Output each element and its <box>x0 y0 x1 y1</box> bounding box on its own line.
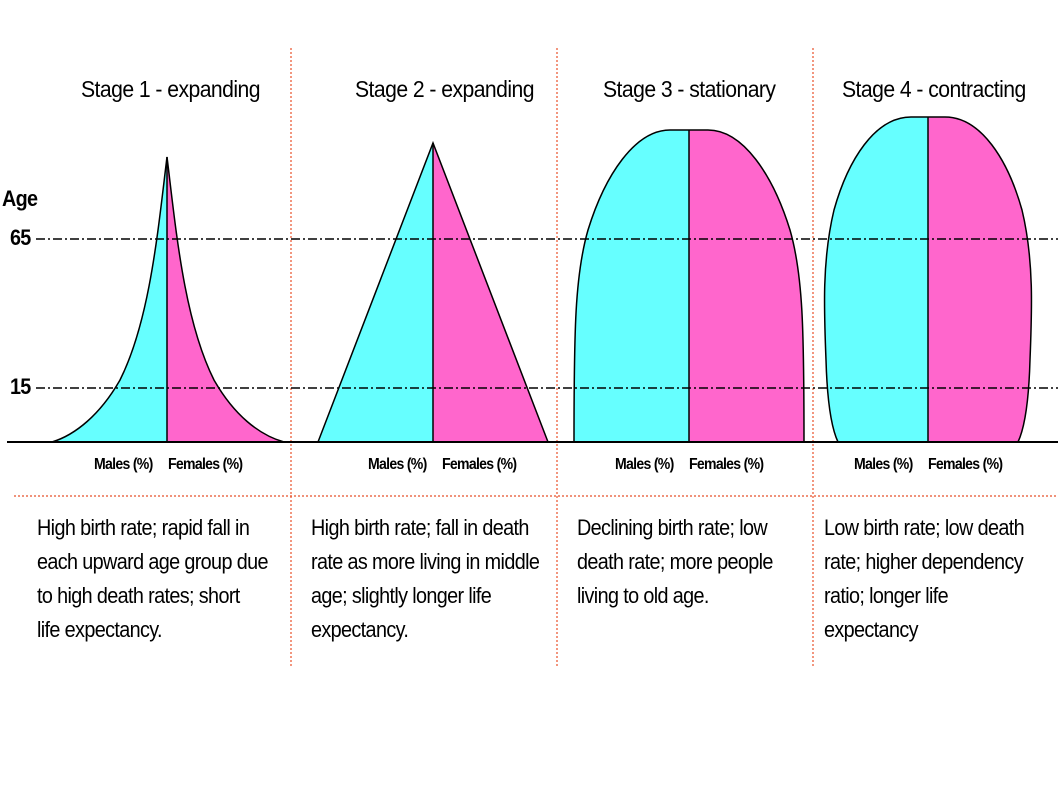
description-line: age; slightly longer life <box>311 583 492 608</box>
stage-3-females-area <box>689 130 804 442</box>
description-line: each upward age group due <box>37 549 268 574</box>
stage-2-females-label: Females (%) <box>442 456 517 473</box>
stage-3-females-label: Females (%) <box>689 456 764 473</box>
description-line: expectancy. <box>311 617 409 642</box>
stage-2-title: Stage 2 - expanding <box>355 76 534 102</box>
stage-3-title: Stage 3 - stationary <box>603 76 776 102</box>
stage-1-females-label: Females (%) <box>168 456 243 473</box>
description-line: Declining birth rate; low <box>577 515 768 540</box>
description-line: High birth rate; rapid fall in <box>37 515 250 540</box>
description-line: to high death rates; short <box>37 583 240 608</box>
stage-2-description: High birth rate; fall in death rate as m… <box>311 511 540 647</box>
stage-2-males-label: Males (%) <box>368 456 427 473</box>
stage-1-pyramid <box>51 156 285 443</box>
stage-2-pyramid <box>317 140 549 443</box>
stage-1-males-label: Males (%) <box>94 456 153 473</box>
stage-3-description: Declining birth rate; low death rate; mo… <box>577 511 773 613</box>
description-line: living to old age. <box>577 583 709 608</box>
age-65-tick: 65 <box>10 225 31 250</box>
y-axis-label: Age <box>2 186 38 211</box>
description-line: death rate; more people <box>577 549 773 574</box>
stage-4-description: Low birth rate; low death rate; higher d… <box>824 511 1035 647</box>
description-line: rate as more living in middle <box>311 549 540 574</box>
stage-1-title: Stage 1 - expanding <box>81 76 260 102</box>
stage-1-description: High birth rate; rapid fall in each upwa… <box>37 511 268 647</box>
description-line: ratio; longer life expectancy <box>824 583 949 642</box>
stage-4-pyramid <box>823 116 1033 443</box>
description-line: Low birth rate; low death <box>824 515 1025 540</box>
stage-3-males-label: Males (%) <box>615 456 674 473</box>
stage-4-females-label: Females (%) <box>928 456 1003 473</box>
stage-3-males-area <box>574 130 689 442</box>
description-line: High birth rate; fall in death <box>311 515 529 540</box>
stage-1-females-area <box>167 157 284 442</box>
description-line: life expectancy. <box>37 617 163 642</box>
age-15-tick: 15 <box>10 374 31 399</box>
stage-4-females-area <box>928 117 1032 442</box>
stage-4-males-label: Males (%) <box>854 456 913 473</box>
description-line: rate; higher dependency <box>824 549 1024 574</box>
stage-4-males-area <box>824 117 928 442</box>
stage-1-males-area <box>52 157 167 442</box>
stage-3-pyramid <box>573 129 805 443</box>
stage-4-title: Stage 4 - contracting <box>842 76 1026 102</box>
